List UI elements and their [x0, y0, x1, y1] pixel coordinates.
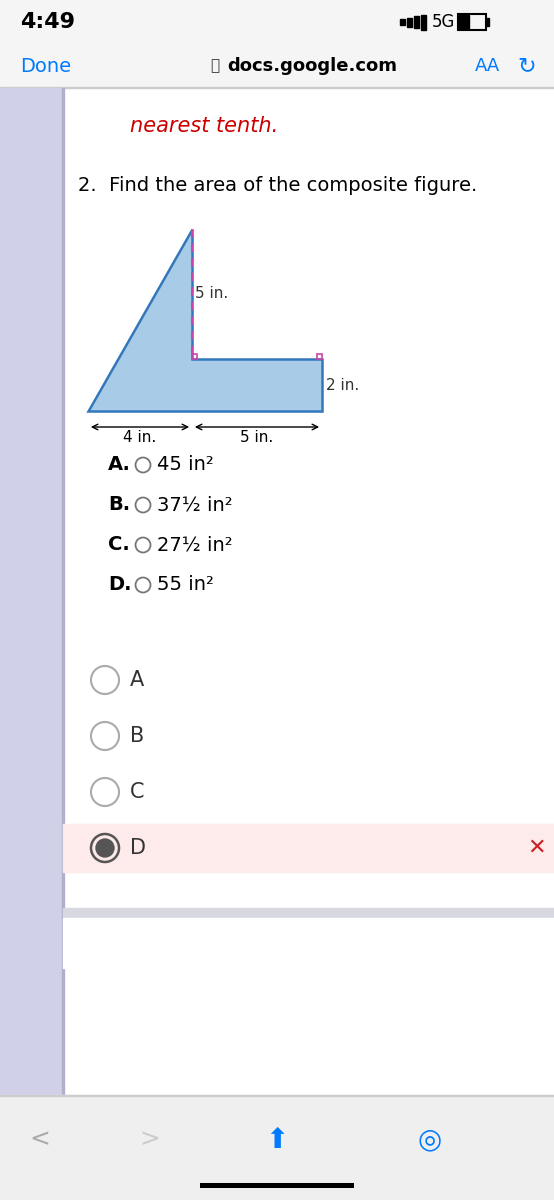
Text: C: C [130, 782, 145, 802]
Text: 27½ in²: 27½ in² [157, 535, 233, 554]
Text: D: D [130, 838, 146, 858]
Bar [458, 14, 486, 30]
Polygon shape [88, 229, 322, 410]
Text: 4 in.: 4 in. [124, 430, 157, 445]
Text: ⬆: ⬆ [265, 1126, 289, 1153]
Text: nearest tenth.: nearest tenth. [130, 116, 278, 136]
Text: 5 in.: 5 in. [240, 430, 274, 445]
Bar [0, 1094, 554, 1200]
Text: B.: B. [108, 496, 130, 515]
Bar [407, 18, 412, 26]
Text: ↻: ↻ [517, 56, 536, 76]
Bar [0, 88, 62, 1094]
Bar [400, 19, 405, 25]
Bar [421, 14, 426, 30]
Text: ✕: ✕ [527, 838, 546, 858]
Circle shape [96, 839, 114, 857]
Bar [192, 354, 197, 359]
Text: 5 in.: 5 in. [195, 287, 228, 301]
Bar [459, 14, 469, 29]
Text: 🔒: 🔒 [210, 59, 219, 73]
Text: docs.google.com: docs.google.com [227, 56, 397, 74]
Bar [0, 44, 554, 88]
Text: <: < [29, 1128, 50, 1152]
Bar [62, 88, 64, 1094]
Text: B: B [130, 726, 144, 746]
Text: D.: D. [108, 576, 131, 594]
Text: 2 in.: 2 in. [326, 378, 359, 392]
Bar [317, 354, 322, 359]
Text: A.: A. [108, 456, 131, 474]
Text: >: > [140, 1128, 161, 1152]
Text: AA: AA [475, 56, 500, 74]
Text: A: A [130, 670, 144, 690]
Text: 37½ in²: 37½ in² [157, 496, 233, 515]
Text: ◎: ◎ [418, 1126, 442, 1153]
Text: Done: Done [20, 56, 71, 76]
Text: 45 in²: 45 in² [157, 456, 214, 474]
Text: 2.  Find the area of the composite figure.: 2. Find the area of the composite figure… [78, 176, 477, 194]
Bar [486, 18, 489, 26]
Text: 5G: 5G [432, 13, 455, 31]
Bar [63, 918, 554, 968]
Text: C.: C. [108, 535, 130, 554]
Text: 4:49: 4:49 [20, 12, 75, 32]
Bar [63, 908, 554, 918]
Bar [0, 88, 554, 1094]
Text: 55 in²: 55 in² [157, 576, 214, 594]
Bar [414, 16, 419, 28]
Bar [63, 824, 554, 872]
Bar [200, 1183, 354, 1188]
Bar [0, 0, 554, 44]
